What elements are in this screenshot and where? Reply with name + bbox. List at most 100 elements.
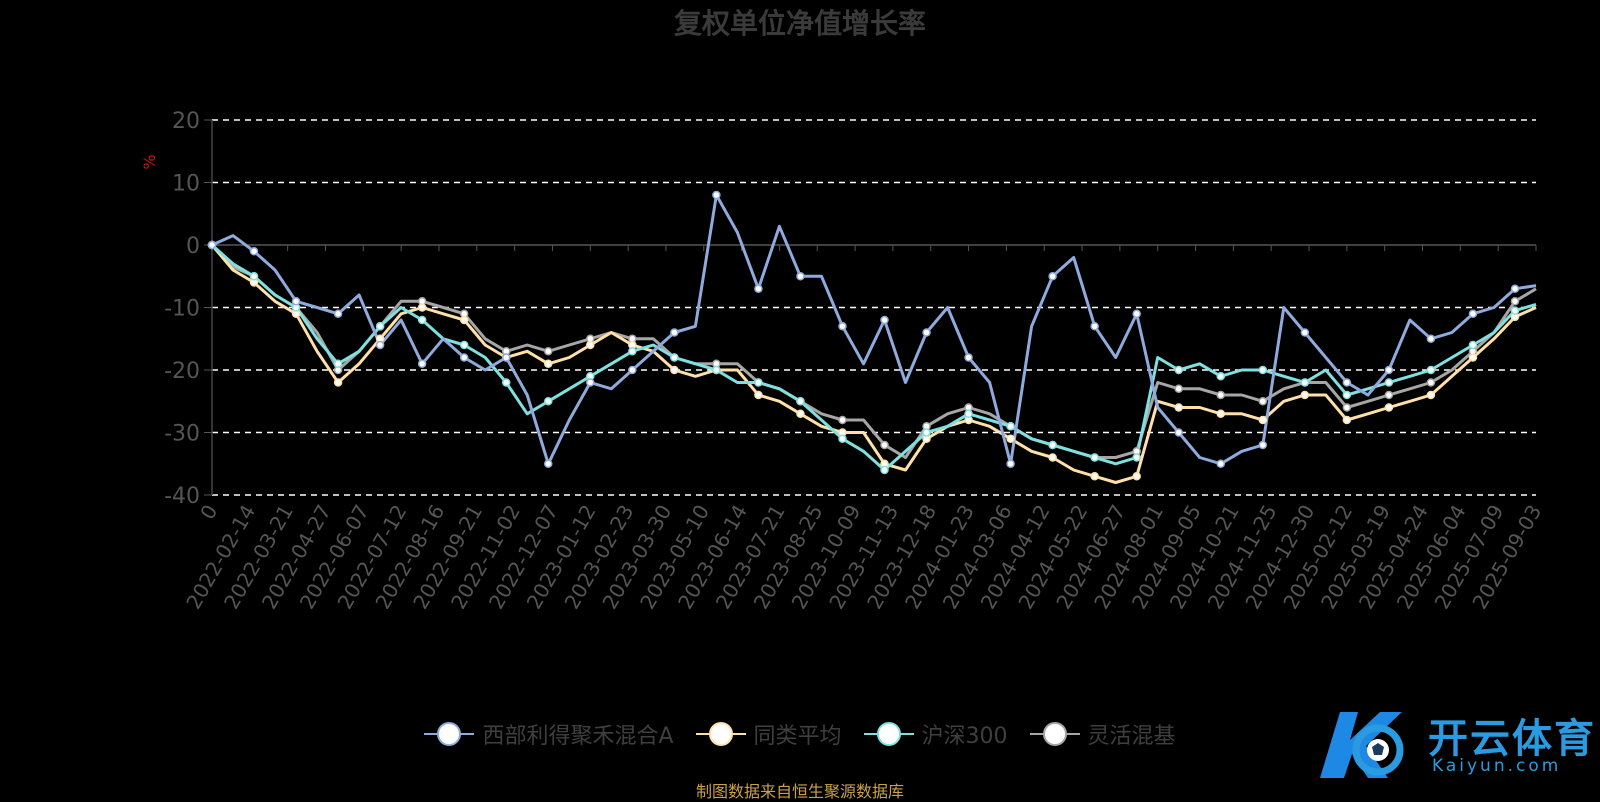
data-point — [712, 365, 721, 375]
y-axis-label: % — [140, 154, 159, 169]
data-point — [712, 190, 721, 200]
legend: 西部利得聚禾混合A 同类平均 沪深300 灵活混基 — [0, 718, 1600, 750]
data-point — [1216, 390, 1226, 400]
data-point — [249, 272, 259, 281]
data-point — [796, 409, 805, 418]
data-point — [1048, 272, 1057, 281]
data-point — [544, 397, 553, 406]
legend-item-csi300[interactable]: 沪深300 — [863, 718, 1008, 750]
series-markers — [207, 190, 1520, 481]
y-tick-label: 20 — [172, 109, 200, 134]
data-point — [544, 459, 553, 468]
data-point — [1258, 397, 1268, 406]
data-point — [964, 409, 973, 418]
data-point — [375, 340, 385, 350]
legend-label-flexible-mixed: 灵活混基 — [1087, 724, 1176, 749]
data-point — [670, 353, 679, 362]
series-line — [210, 243, 1537, 459]
data-point — [1510, 284, 1520, 293]
data-point — [1384, 365, 1394, 375]
logo-text: 开云体育 — [1428, 716, 1596, 762]
data-point — [417, 303, 427, 312]
data-point — [586, 378, 595, 387]
data-point — [1426, 334, 1436, 343]
legend-label-fund: 西部利得聚禾混合A — [482, 724, 674, 749]
legend-swatch-peer-average — [695, 722, 746, 746]
data-point — [1468, 353, 1478, 362]
data-point — [922, 428, 931, 437]
data-point — [1342, 403, 1352, 412]
legend-swatch-csi300 — [863, 722, 914, 746]
legend-swatch-flexible-mixed — [1029, 722, 1080, 746]
data-point — [880, 315, 889, 325]
data-point — [964, 353, 973, 362]
data-point — [1384, 390, 1394, 400]
data-point — [1090, 322, 1099, 331]
data-point — [1216, 459, 1226, 468]
data-point — [838, 434, 847, 443]
data-point — [1258, 440, 1268, 450]
y-tick-label: -20 — [164, 359, 200, 384]
data-point — [1006, 434, 1015, 443]
data-point — [1174, 365, 1183, 375]
data-point — [1132, 309, 1141, 318]
series-line — [210, 244, 1537, 484]
data-point — [417, 315, 427, 325]
y-tick-label: -30 — [164, 422, 200, 447]
data-point — [333, 378, 343, 387]
y-tick-label: 0 — [186, 234, 200, 259]
data-point — [628, 347, 637, 356]
data-point — [501, 378, 511, 387]
data-point — [1216, 372, 1226, 381]
data-point — [417, 359, 427, 368]
data-point — [1258, 415, 1268, 425]
legend-swatch-fund — [424, 722, 475, 746]
legend-item-peer-average[interactable]: 同类平均 — [695, 718, 842, 750]
data-point — [1216, 409, 1226, 418]
x-tick-label: 0 — [195, 501, 222, 524]
data-point — [1174, 403, 1183, 412]
logo-subtext: Kaiyun.com — [1432, 756, 1562, 776]
data-point — [1342, 390, 1352, 400]
data-point — [333, 359, 343, 368]
data-point — [1300, 390, 1310, 400]
data-point — [1174, 384, 1183, 393]
data-point — [880, 465, 889, 475]
data-point — [754, 378, 763, 387]
data-point — [1174, 428, 1183, 437]
y-tick-labels: 20 10 0 -10 -20 -30 -40 — [164, 109, 200, 509]
data-point — [1300, 378, 1310, 387]
data-point — [838, 322, 847, 331]
y-tick-label: 10 — [172, 172, 200, 197]
data-point — [880, 440, 889, 450]
data-point — [459, 315, 469, 325]
data-point — [459, 353, 469, 362]
legend-label-peer-average: 同类平均 — [753, 724, 842, 749]
data-point — [207, 240, 217, 250]
data-point — [501, 353, 511, 362]
data-point — [586, 340, 595, 350]
data-point — [1342, 378, 1352, 387]
grid-lines — [204, 119, 1536, 496]
data-point — [1132, 453, 1141, 462]
legend-label-csi300: 沪深300 — [921, 724, 1008, 749]
data-point — [1048, 453, 1057, 462]
data-point — [1090, 453, 1099, 462]
y-tick-label: -10 — [164, 297, 200, 322]
legend-item-flexible-mixed[interactable]: 灵活混基 — [1029, 718, 1176, 750]
data-point — [375, 322, 385, 331]
data-point — [1006, 459, 1015, 468]
data-point — [1258, 365, 1268, 375]
data-point — [1468, 309, 1478, 318]
data-point — [1510, 306, 1520, 315]
series-line — [211, 193, 1537, 466]
axes — [211, 120, 1537, 495]
kaiyun-logo — [1320, 712, 1404, 778]
data-point — [838, 415, 847, 425]
data-source-note: 制图数据来自恒生聚源数据库 — [695, 782, 904, 801]
data-point — [1426, 378, 1436, 387]
data-point — [1426, 390, 1436, 400]
data-point — [1006, 422, 1015, 431]
legend-item-fund[interactable]: 西部利得聚禾混合A — [424, 718, 674, 750]
